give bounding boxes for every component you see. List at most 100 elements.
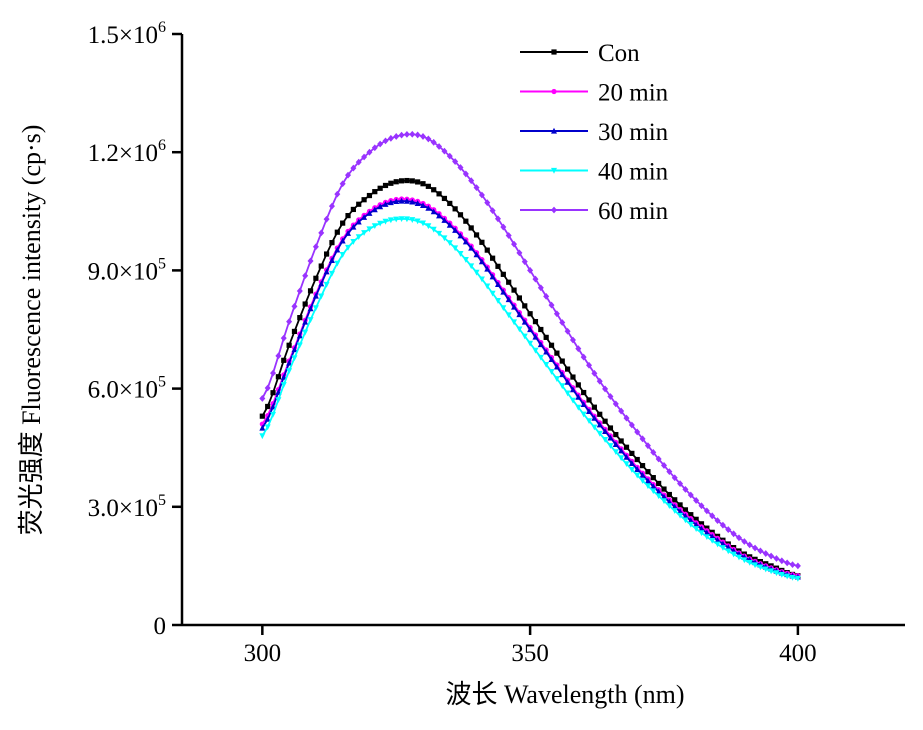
- series-con-marker: [656, 480, 662, 487]
- series-con-marker: [382, 182, 389, 189]
- series-con-marker: [527, 311, 533, 317]
- series-con-marker: [634, 456, 640, 463]
- x-tick-label: 400: [779, 640, 817, 667]
- series-30-min-marker: [500, 288, 507, 295]
- series-con-marker: [570, 374, 576, 380]
- series-30-min-marker: [489, 273, 496, 280]
- series-con-marker: [565, 366, 571, 372]
- series-40-min-marker: [661, 498, 667, 505]
- series-con-marker: [345, 213, 351, 219]
- series-con-marker: [693, 516, 699, 522]
- series-con-marker: [516, 295, 522, 301]
- series-60-min-marker: [312, 243, 319, 251]
- series-con-marker: [281, 357, 287, 363]
- series-40-min-marker: [618, 455, 625, 462]
- series-60-min-marker: [377, 140, 384, 148]
- series-con-marker: [302, 301, 308, 307]
- series-60-min-marker: [505, 232, 512, 239]
- series-40-min-marker: [714, 541, 721, 548]
- series-con-marker: [447, 200, 453, 207]
- series-60-min-marker: [286, 318, 293, 326]
- series-60-min-marker: [275, 352, 282, 360]
- series-40-min-marker: [725, 548, 732, 555]
- series-40-min-marker: [564, 390, 571, 397]
- series-40-min-marker: [318, 293, 325, 300]
- series-60-min-marker: [409, 130, 416, 138]
- series-60-min-marker: [725, 526, 732, 533]
- series-30-min-marker: [698, 525, 705, 532]
- series-40-min-marker: [398, 216, 405, 223]
- y-axis-title: 荧光强度 Fluorescence intensity (cp·s): [17, 125, 46, 536]
- series-60-min-marker: [355, 158, 362, 166]
- series-60-min-marker: [420, 133, 426, 140]
- series-40-min-marker: [323, 281, 330, 288]
- series-30-min-marker: [323, 268, 330, 275]
- series-60-min-marker: [586, 361, 593, 369]
- series-60-min-marker: [639, 435, 646, 443]
- y-tick-label: 0: [154, 613, 167, 640]
- series-30-min-marker: [403, 197, 410, 204]
- series-con-marker: [522, 303, 528, 309]
- series-40-min-marker: [586, 418, 593, 424]
- series-60-min-marker: [259, 395, 266, 402]
- series-con-marker: [398, 178, 405, 184]
- series-con-marker: [436, 191, 442, 197]
- series-40-min-marker: [494, 298, 501, 304]
- series-40-min-marker: [752, 562, 759, 569]
- series-40-min-marker: [489, 290, 496, 297]
- series-40-min-marker: [259, 433, 266, 440]
- series-60-min-marker: [623, 414, 630, 422]
- y-tick-label: 1.2×106: [88, 137, 166, 167]
- series-60-min-marker: [768, 552, 775, 560]
- series-60-min-marker: [478, 191, 485, 199]
- series-con-marker: [473, 232, 480, 238]
- series-60-min-marker: [682, 485, 689, 493]
- y-ticks: 0 3.0×105 6.0×105 9.0×105 1.2×106 1.5×106: [88, 19, 182, 640]
- series-40-min-marker: [361, 230, 368, 236]
- series-60-min-marker: [452, 158, 459, 165]
- series-60-min-marker: [323, 215, 330, 223]
- series-60-min-marker: [387, 134, 394, 142]
- series-con-marker: [275, 374, 281, 380]
- series-60-min-marker: [687, 491, 694, 499]
- series-30-min-marker: [328, 257, 335, 263]
- axes: [180, 34, 905, 627]
- series-30-min-marker: [564, 378, 571, 385]
- series-60-min-marker: [436, 143, 443, 150]
- series-30-min-marker: [532, 333, 539, 340]
- series-30-min-marker: [586, 408, 593, 414]
- series-60-min-marker: [462, 170, 469, 178]
- series-con-marker: [329, 240, 335, 246]
- series-con-marker: [404, 177, 410, 184]
- series-40-min-marker: [698, 530, 705, 537]
- series-30-min-marker: [709, 533, 716, 540]
- series-con-marker: [495, 263, 501, 269]
- series-30-min-marker: [441, 217, 448, 223]
- series-40-min-marker: [784, 573, 791, 580]
- series-40-min-marker: [478, 276, 485, 283]
- series-30-min-marker: [473, 251, 480, 258]
- series-30-min-marker: [307, 305, 314, 312]
- series-40-min-marker: [275, 397, 282, 404]
- series-60-min-marker: [366, 148, 373, 156]
- series-con-marker: [506, 279, 512, 285]
- series-30-min-marker: [602, 428, 609, 434]
- series-30-min-marker: [264, 415, 271, 422]
- series-40-min-marker: [403, 216, 410, 223]
- y-tick-label: 1.5×106: [88, 19, 166, 49]
- series-60-min-marker: [382, 137, 389, 145]
- series-layer: [259, 130, 801, 582]
- series-60-min-marker: [339, 180, 346, 188]
- series-40-min-marker: [307, 317, 314, 323]
- series-60-min-marker: [719, 521, 726, 529]
- y-tick-label: 6.0×105: [88, 374, 166, 404]
- series-40-min-marker: [377, 220, 384, 227]
- series-40-min-marker: [677, 512, 684, 519]
- series-60-min-marker: [345, 171, 352, 179]
- series-30-min-marker: [543, 348, 550, 355]
- series-30-min-marker: [575, 393, 582, 400]
- legend-label: 30 min: [598, 119, 669, 146]
- series-60-min-marker: [677, 480, 684, 488]
- series-60-min-marker: [548, 301, 555, 309]
- series-40-min-marker: [430, 226, 437, 233]
